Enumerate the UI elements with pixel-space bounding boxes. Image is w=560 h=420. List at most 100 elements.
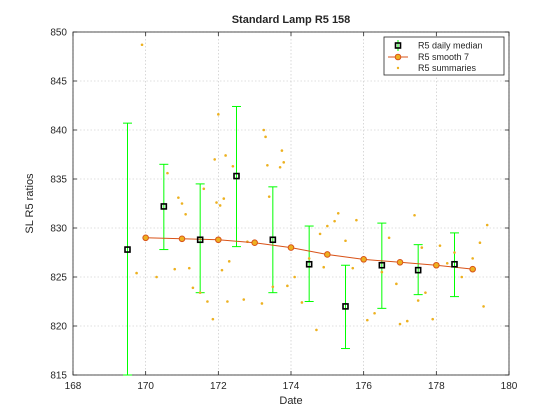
- summary-point: [191, 286, 195, 290]
- summary-point: [180, 202, 184, 205]
- summary-point: [226, 300, 229, 303]
- summary-point: [326, 224, 329, 228]
- legend-median-label: R5 daily median: [418, 41, 483, 51]
- legend-box: [383, 36, 505, 76]
- summary-point: [395, 282, 398, 286]
- summary-point: [355, 218, 358, 222]
- x-tick-label: 180: [501, 381, 518, 392]
- summary-point: [416, 299, 420, 302]
- summary-point: [293, 275, 296, 279]
- summary-point: [271, 285, 275, 289]
- summary-point: [135, 271, 138, 275]
- summary-point: [260, 302, 264, 305]
- median-point: [124, 246, 131, 253]
- summary-point: [315, 328, 318, 332]
- summary-point: [478, 241, 482, 244]
- legend-entry-median: R5 daily median: [394, 40, 483, 51]
- smooth-point: [433, 261, 440, 269]
- median-point: [451, 260, 458, 268]
- legend-summaries-label: R5 summaries: [418, 63, 477, 73]
- median-series: [124, 172, 458, 310]
- y-tick-label: 825: [50, 273, 67, 284]
- summary-point: [262, 128, 266, 132]
- summary-point: [266, 163, 269, 167]
- smooth-point: [324, 251, 331, 258]
- summary-point: [438, 244, 442, 247]
- x-tick-label: 168: [65, 381, 82, 392]
- smooth-point: [215, 236, 222, 244]
- y-tick-label: 835: [50, 175, 67, 186]
- summary-point: [184, 212, 187, 216]
- smooth-point: [469, 265, 476, 273]
- summary-point: [351, 266, 355, 270]
- summary-point: [333, 219, 336, 223]
- summary-point: [307, 257, 311, 260]
- summary-point: [318, 232, 322, 236]
- summary-point: [373, 311, 376, 315]
- legend-entry-smooth: R5 smooth 7: [388, 52, 469, 62]
- summary-point: [344, 239, 347, 243]
- x-tick-label: 172: [210, 381, 227, 392]
- summary-point: [206, 300, 209, 303]
- summary-point: [280, 149, 284, 152]
- summary-point: [380, 270, 384, 274]
- summary-point: [413, 213, 416, 217]
- summary-point: [218, 204, 222, 207]
- summary-point: [431, 317, 435, 321]
- y-tick-label: 830: [50, 224, 67, 235]
- summary-point: [166, 171, 169, 175]
- median-point: [342, 303, 349, 310]
- errorbar: [450, 232, 459, 298]
- summary-point: [231, 164, 235, 168]
- median-point: [196, 236, 204, 244]
- y-tick-label: 850: [50, 28, 67, 39]
- errorbar: [413, 244, 423, 296]
- summary-point: [398, 322, 402, 326]
- legend-entry-summaries: R5 summaries: [396, 63, 477, 73]
- median-point: [160, 203, 168, 210]
- legend-summaries-marker: [396, 66, 400, 70]
- summary-point: [155, 275, 158, 279]
- summary-point: [202, 187, 206, 191]
- y-tick-label: 820: [50, 322, 67, 333]
- summary-point: [424, 291, 427, 294]
- median-point: [269, 236, 277, 244]
- summary-point: [387, 236, 391, 240]
- summary-point: [198, 291, 202, 294]
- smooth-point: [178, 235, 186, 243]
- summary-point: [264, 135, 267, 139]
- x-tick-label: 178: [428, 381, 445, 392]
- summary-point: [213, 158, 216, 161]
- summary-point: [211, 317, 215, 321]
- summary-point: [445, 261, 449, 265]
- summary-point: [453, 251, 456, 254]
- smooth-point: [287, 244, 295, 251]
- smooth-series: [142, 234, 476, 273]
- smooth-point: [360, 256, 367, 263]
- summary-point: [420, 246, 424, 249]
- summary-point: [215, 201, 218, 204]
- summary-point: [286, 284, 289, 288]
- summary-point: [471, 257, 474, 260]
- summary-point: [187, 266, 191, 270]
- summary-point: [227, 260, 231, 263]
- summary-point: [460, 275, 464, 279]
- legend-median-marker: [394, 42, 402, 49]
- median-point: [305, 260, 313, 268]
- errorbars: [123, 105, 459, 376]
- summary-point: [322, 265, 326, 269]
- summary-point: [336, 212, 340, 215]
- summary-point: [217, 113, 220, 116]
- y-tick-label: 840: [50, 126, 67, 137]
- smooth-line: [145, 237, 473, 270]
- summary-point: [140, 43, 144, 47]
- summary-point: [177, 196, 180, 199]
- x-tick-label: 176: [355, 381, 372, 392]
- summary-point: [220, 268, 224, 272]
- summary-point: [300, 301, 304, 304]
- x-tick-label: 170: [137, 381, 154, 392]
- summary-point: [278, 165, 282, 169]
- legend: R5 daily median R5 smooth 7 R5 summaries: [383, 36, 505, 76]
- legend-smooth-marker: [394, 53, 402, 61]
